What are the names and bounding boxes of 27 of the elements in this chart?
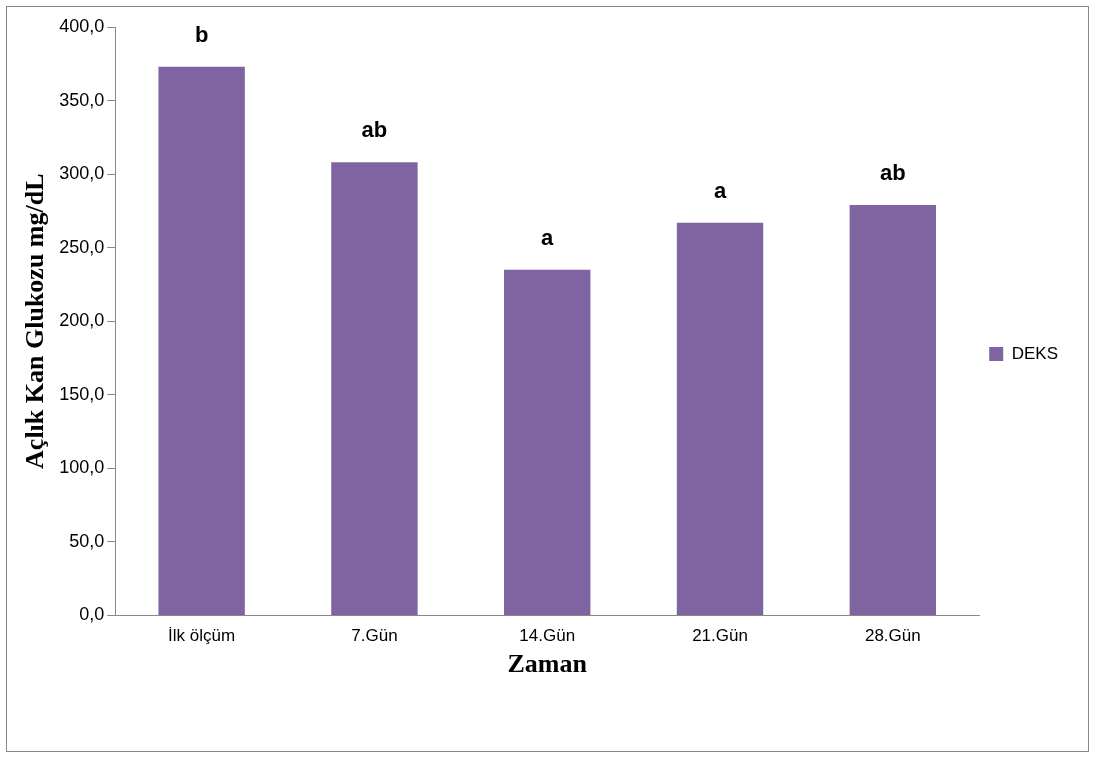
x-tick-label: 7.Gün — [351, 626, 398, 646]
annotation: ab — [361, 117, 388, 143]
bar — [331, 162, 418, 615]
y-tick-label: 200,0 — [59, 310, 105, 331]
y-tick-label: 350,0 — [59, 89, 105, 110]
x-tick-label: 21.Gün — [692, 626, 748, 646]
bar — [849, 204, 937, 615]
bar — [676, 222, 764, 615]
y-tick-label: 150,0 — [59, 383, 105, 404]
annotation: a — [713, 177, 727, 203]
y-tick-label: 400,0 — [59, 15, 105, 36]
annotation: a — [541, 224, 555, 250]
bar — [158, 66, 245, 615]
y-tick-label: 250,0 — [59, 236, 105, 257]
annotation: b — [194, 21, 209, 47]
x-tick-label: İlk ölçüm — [168, 626, 236, 646]
annotation: ab — [879, 160, 906, 186]
bar — [504, 269, 591, 615]
x-tick-label: 28.Gün — [864, 626, 921, 646]
y-tick-label: 50,0 — [69, 530, 105, 551]
y-tick-label: 0,0 — [79, 604, 105, 625]
x-tick-label: 14.Gün — [519, 626, 576, 646]
y-tick-label: 100,0 — [59, 457, 105, 478]
legend-label: DEKS — [1011, 343, 1058, 363]
y-tick-label: 300,0 — [59, 163, 105, 184]
x-axis-title: Zaman — [507, 649, 588, 679]
y-axis-title: Açlık Kan Glukozu mg/dL — [20, 173, 50, 469]
